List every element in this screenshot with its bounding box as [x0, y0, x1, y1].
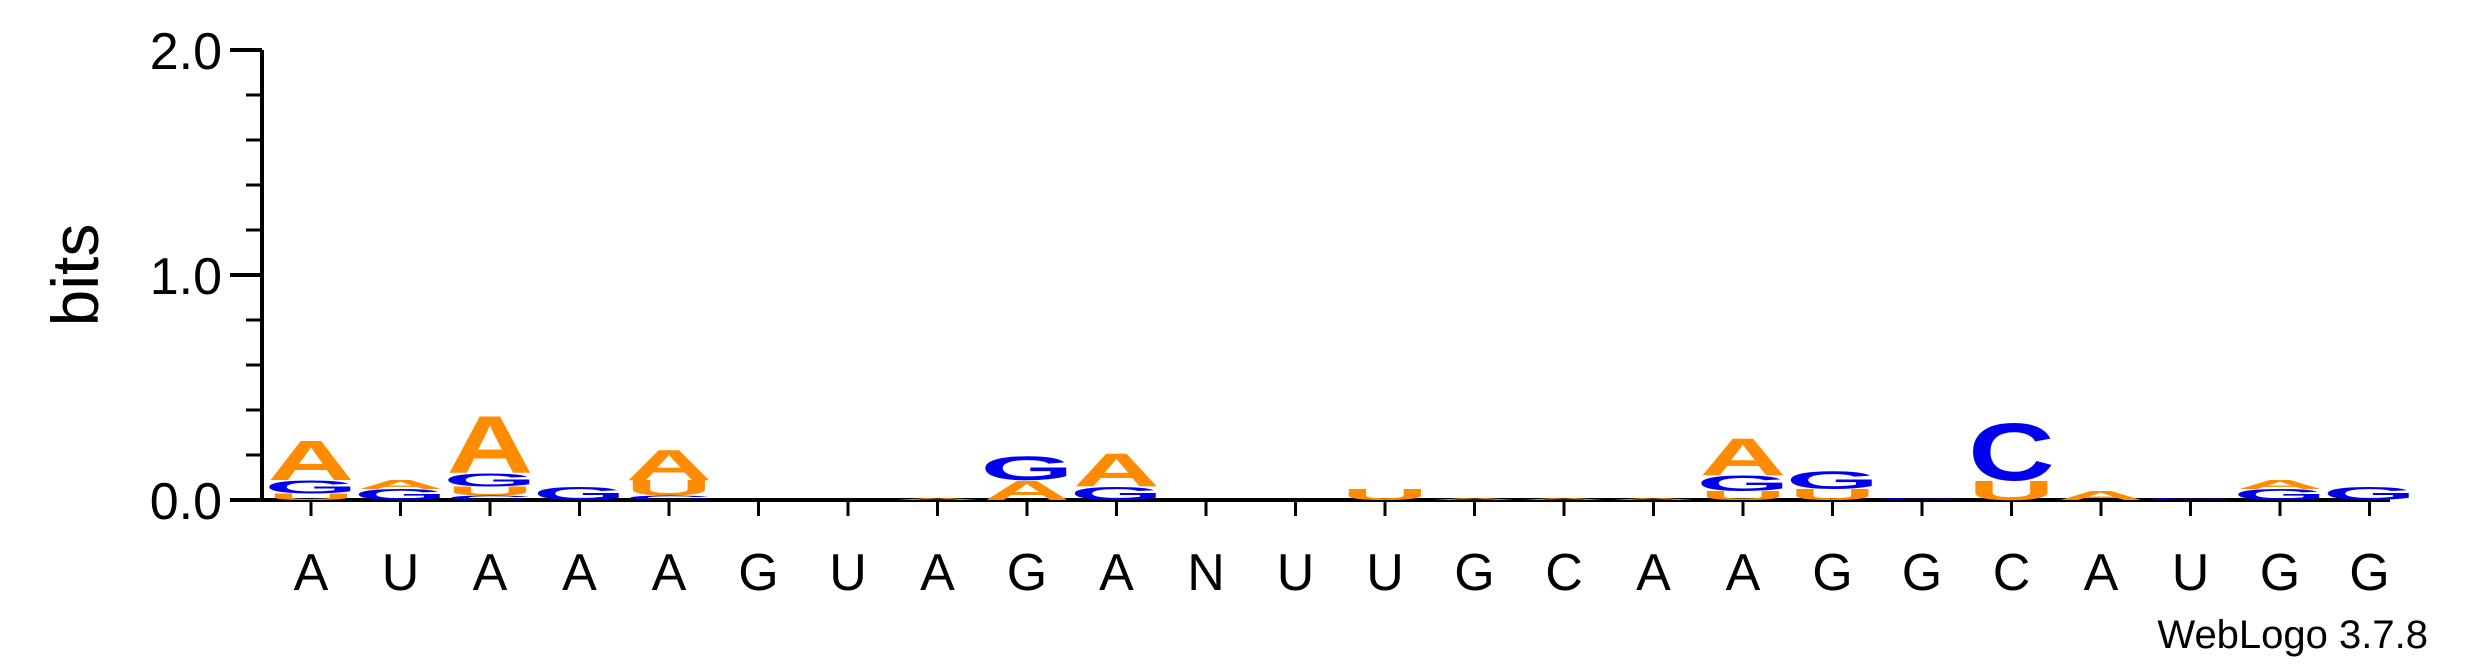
logo-glyph-A: A — [268, 429, 355, 492]
position-label: U — [829, 544, 867, 602]
y-minor-ticks — [246, 48, 262, 457]
logo-glyph-A: A — [894, 497, 981, 500]
logo-glyph-G: G — [2144, 497, 2237, 500]
logo-glyph-G: G — [1070, 483, 1163, 504]
position-label: A — [652, 544, 687, 602]
y-axis-label: bits — [38, 224, 112, 327]
logo-glyph-A: A — [2058, 489, 2145, 503]
logo-glyph-C: C — [626, 494, 713, 501]
logo-glyph-A: A — [984, 475, 1071, 506]
logo-glyph-U: U — [447, 484, 534, 498]
position-label: A — [294, 544, 329, 602]
logo-glyph-U: U — [268, 492, 355, 502]
position-label: G — [2260, 544, 2300, 602]
logo-glyph-U: U — [626, 476, 713, 500]
position-label: A — [562, 544, 597, 602]
logo-glyph-G: G — [1786, 467, 1879, 495]
position-label: C — [1993, 544, 2031, 602]
logo-glyph-U: U — [1968, 475, 2055, 506]
logo-glyph-G: G — [533, 483, 626, 504]
weblogo-credit: WebLogo 3.7.8 — [2157, 613, 2428, 657]
logo-glyph-A: A — [2237, 478, 2324, 492]
logo-glyph-A: A — [447, 399, 534, 490]
position-label: G — [2349, 544, 2389, 602]
position-label: C — [1545, 544, 1583, 602]
position-label: N — [1187, 544, 1225, 602]
logo-glyph-G: G — [2233, 486, 2326, 503]
logo-glyph-G: G — [2323, 483, 2416, 504]
logo-glyph-G: G — [264, 476, 357, 497]
logo-glyph-G: G — [980, 449, 1073, 488]
position-label: A — [920, 544, 955, 602]
logo-glyph-C: C — [1968, 406, 2055, 497]
logo-glyph-A: A — [1073, 445, 1160, 497]
logo-glyph-A: A — [357, 478, 444, 492]
position-label: G — [1007, 544, 1047, 602]
position-label: U — [382, 544, 420, 602]
position-label: A — [473, 544, 508, 602]
position-label: U — [1366, 544, 1404, 602]
position-label: A — [1636, 544, 1671, 602]
position-label: G — [1454, 544, 1494, 602]
position-label: A — [1099, 544, 1134, 602]
logo-glyph-G: G — [1696, 471, 1789, 495]
position-label: G — [738, 544, 778, 602]
logo-glyph-G: G — [354, 486, 447, 503]
logo-glyph-C: C — [447, 494, 534, 501]
position-label: U — [2172, 544, 2210, 602]
position-label: A — [1726, 544, 1761, 602]
logo-glyph-A: A — [1700, 427, 1787, 487]
y-tick-label: 1.0 — [150, 248, 222, 306]
position-label: G — [1902, 544, 1942, 602]
logo-glyph-G: G — [1875, 497, 1968, 500]
y-tick-label: 2.0 — [150, 23, 222, 81]
y-tick-label: 0.0 — [150, 473, 222, 531]
position-label: G — [1812, 544, 1852, 602]
logo-glyph-U: U — [1789, 486, 1876, 503]
y-axis: 2.0 1.0 0.0 bits — [38, 23, 264, 531]
logo-glyph-A: A — [1521, 497, 1608, 500]
logo-glyph-A: A — [1610, 497, 1697, 500]
position-label: U — [1277, 544, 1315, 602]
logo-glyph-U: U — [1342, 486, 1429, 503]
logo-glyph-U: U — [1700, 489, 1787, 503]
position-label: A — [2084, 544, 2119, 602]
logo-glyph-A: A — [1431, 497, 1518, 500]
logo-glyph-G: G — [443, 470, 536, 491]
logo-glyph-A: A — [626, 441, 713, 490]
